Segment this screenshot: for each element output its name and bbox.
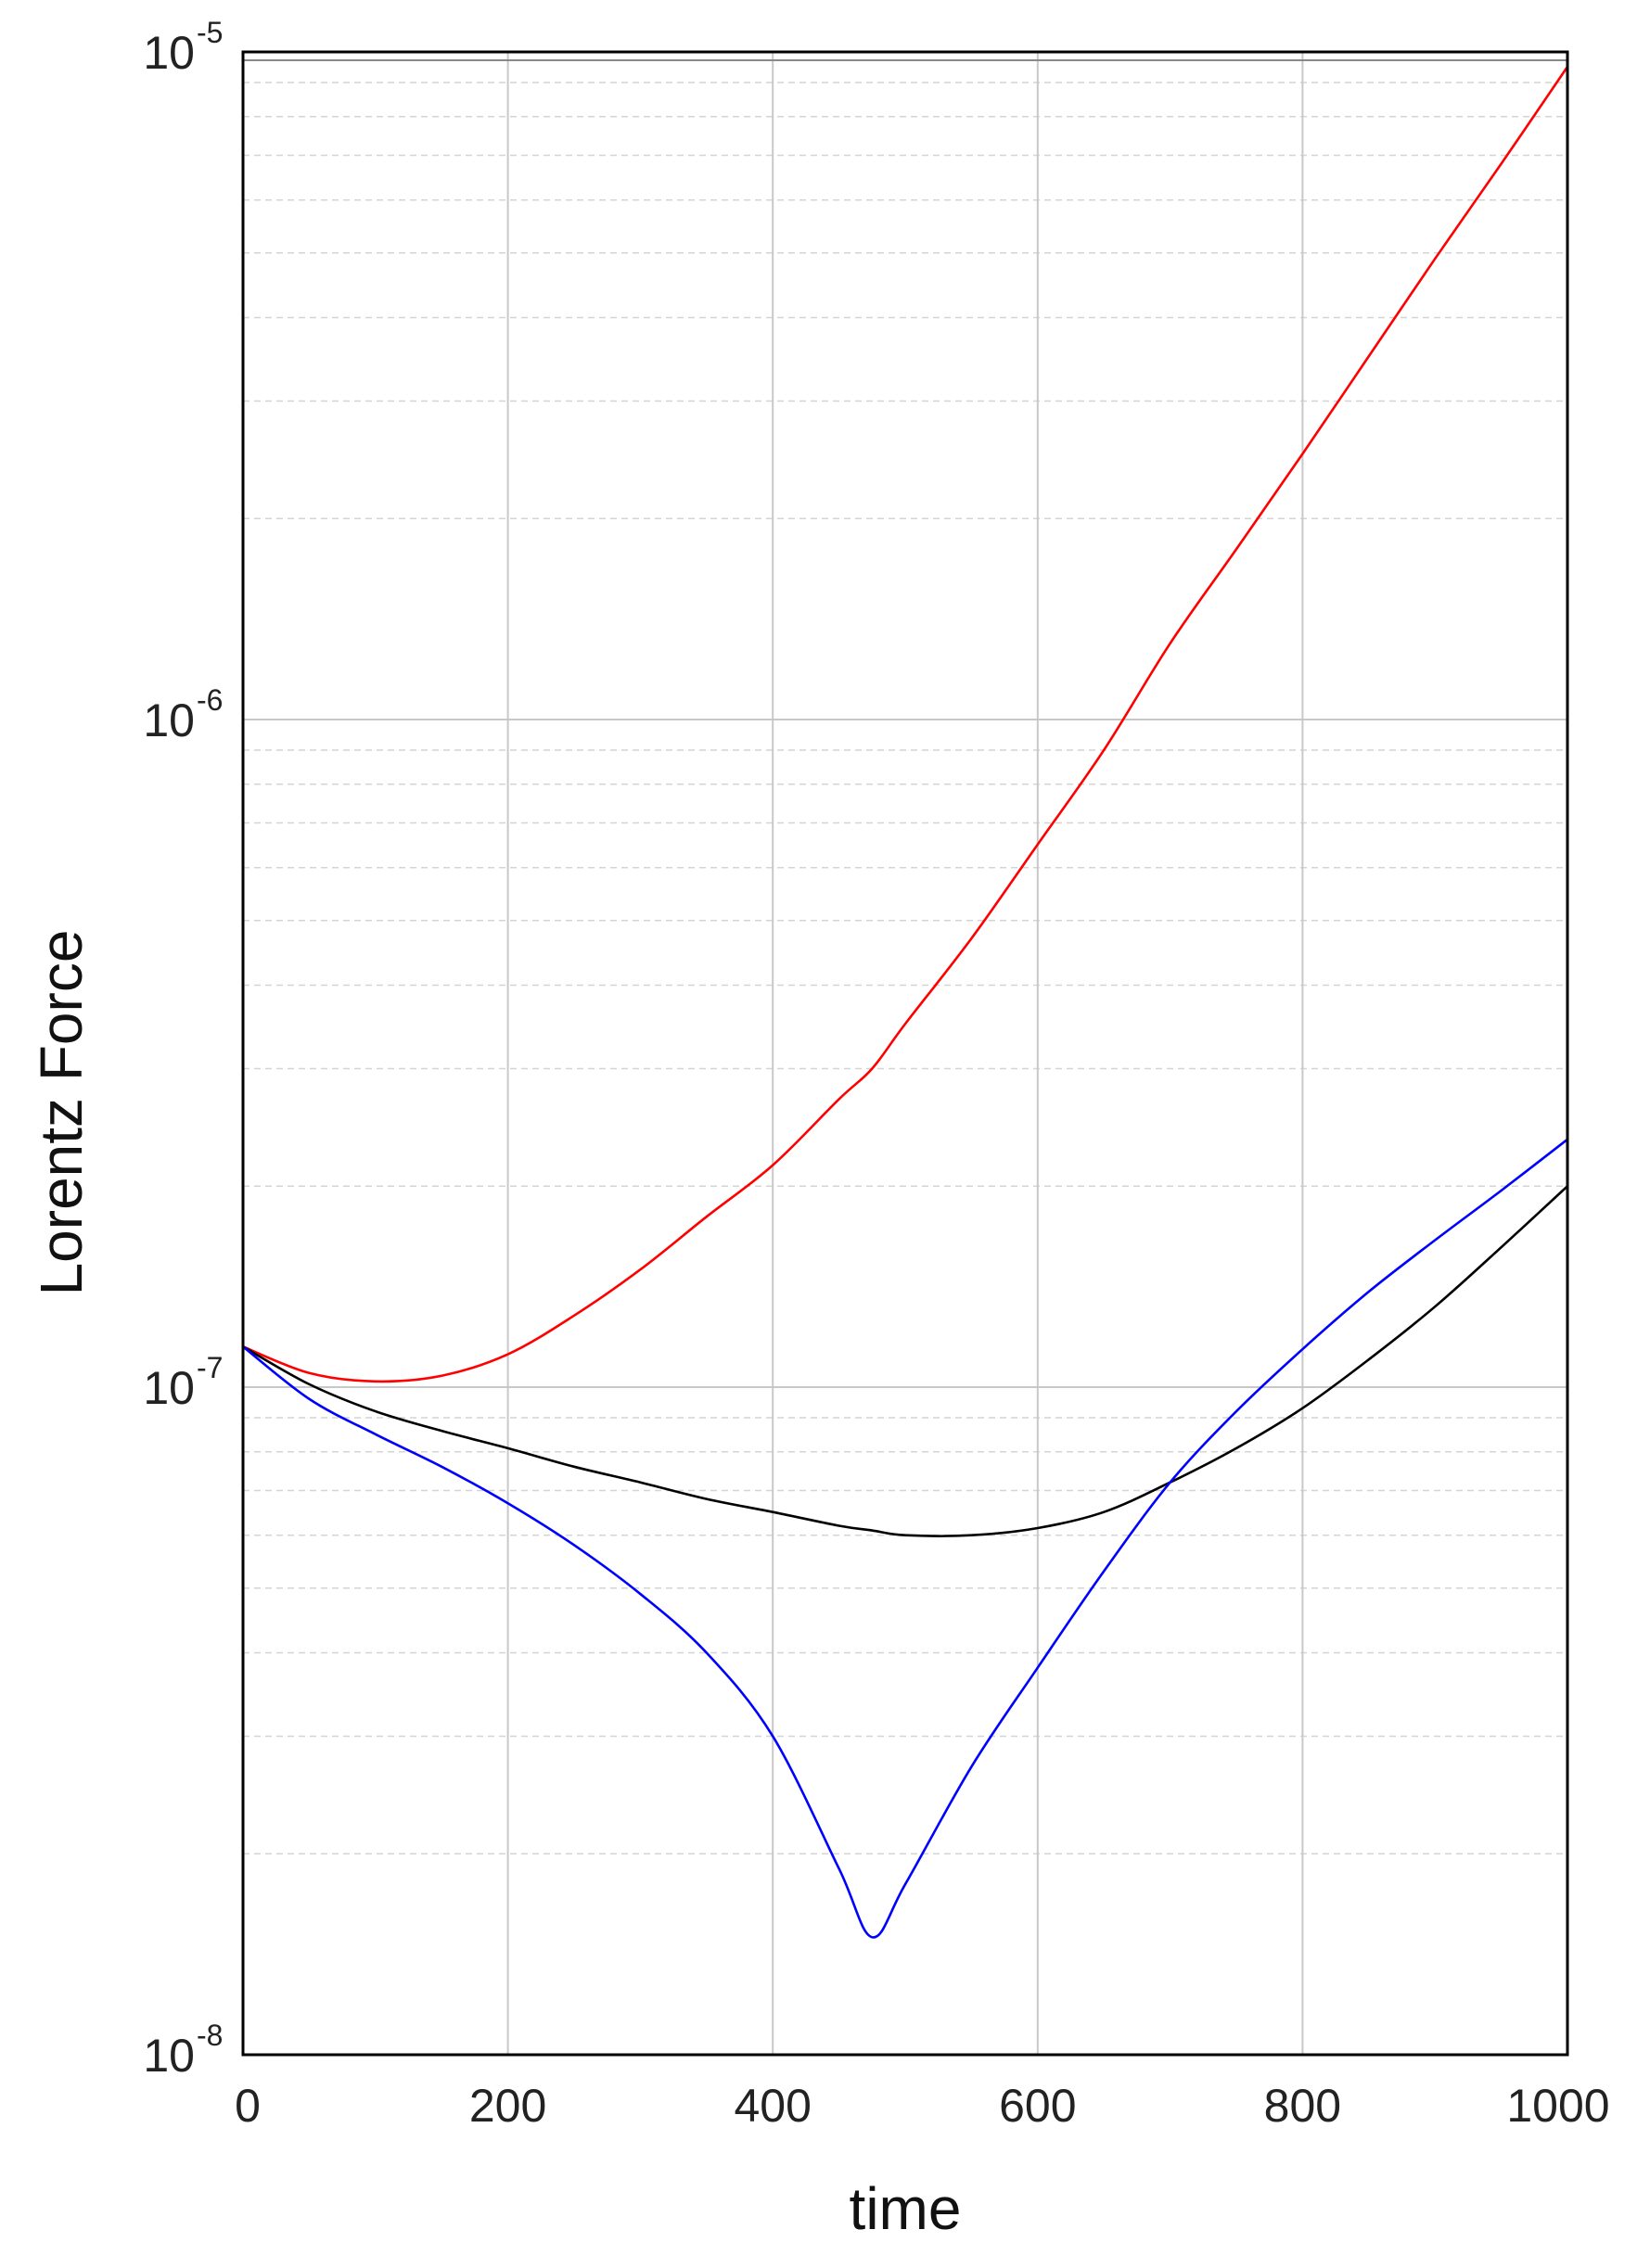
y-tick-exponent: -8 xyxy=(197,2019,223,2052)
series-line-2 xyxy=(242,1185,1568,1537)
y-tick-label: 10 xyxy=(143,1362,195,1414)
y-tick-exponent: -7 xyxy=(197,1351,223,1384)
y-tick-label: 10 xyxy=(143,2030,195,2082)
y-tick-label: 10 xyxy=(143,27,195,79)
x-tick-label: 1000 xyxy=(1506,2080,1609,2132)
x-tick-label: 400 xyxy=(734,2080,811,2132)
x-tick-labels: 0 200 400 600 800 1000 xyxy=(235,2080,1610,2132)
x-tick-label: 200 xyxy=(469,2080,546,2132)
plot-frame xyxy=(241,50,1569,2057)
y-tick-exponent: -5 xyxy=(197,16,223,49)
y-tick-label: 10 xyxy=(143,694,195,746)
series-line-3 xyxy=(242,1138,1568,1939)
y-axis-label: Lorentz Force xyxy=(28,930,95,1296)
major-gridlines xyxy=(242,51,1568,2056)
x-axis-label: time xyxy=(850,2175,962,2242)
x-tick-label: 800 xyxy=(1264,2080,1341,2132)
x-tick-label: 0 xyxy=(235,2080,261,2132)
series-layer xyxy=(242,66,1569,1939)
minor-gridlines xyxy=(243,82,1567,1855)
y-tick-exponent: -6 xyxy=(197,683,223,717)
y-tick-labels: 10-810-710-610-5 xyxy=(143,16,223,2082)
series-line-1 xyxy=(242,66,1569,1383)
x-tick-label: 600 xyxy=(999,2080,1076,2132)
